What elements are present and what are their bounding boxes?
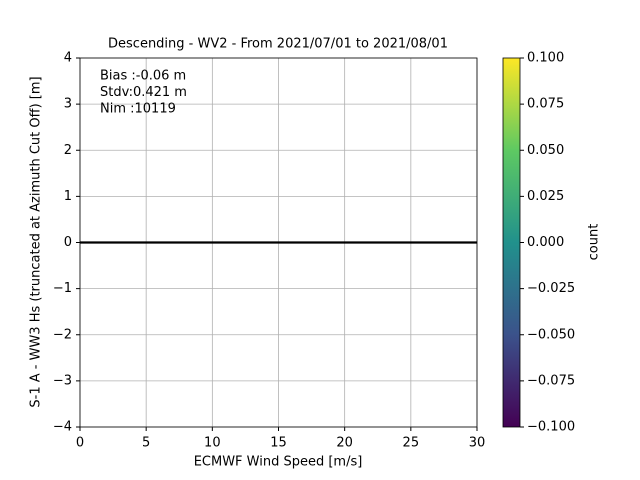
chart-title: Descending - WV2 - From 2021/07/01 to 20…: [108, 37, 448, 52]
y-tick-label: 0: [64, 235, 72, 250]
colorbar-label: count: [587, 224, 602, 261]
annotation: Bias :-0.06 m: [100, 69, 186, 84]
colorbar-tick-label: 0.100: [527, 51, 564, 66]
colorbar-tick-label: −0.075: [527, 373, 575, 388]
y-tick-label: −1: [53, 281, 72, 296]
x-axis-label: ECMWF Wind Speed [m/s]: [194, 455, 363, 470]
x-tick-label: 20: [336, 436, 353, 451]
colorbar-tick-label: 0.025: [527, 189, 564, 204]
y-tick-label: 3: [64, 97, 72, 112]
colorbar-tick-label: 0.000: [527, 235, 564, 250]
y-tick-label: −3: [53, 373, 72, 388]
colorbar: [502, 57, 521, 428]
x-tick-label: 30: [469, 436, 486, 451]
x-tick-label: 5: [142, 436, 150, 451]
y-axis-label: S-1 A - WW3 Hs (truncated at Azimuth Cut…: [29, 76, 44, 407]
annotation: Nim :10119: [100, 102, 176, 117]
y-tick-label: 1: [64, 189, 72, 204]
y-tick-label: −4: [53, 420, 72, 435]
y-tick-label: 2: [64, 143, 72, 158]
colorbar-tick-label: 0.050: [527, 143, 564, 158]
x-tick-label: 15: [270, 436, 287, 451]
colorbar-tick-label: 0.075: [527, 97, 564, 112]
plot-frame: [79, 57, 478, 428]
x-tick-label: 10: [204, 436, 221, 451]
y-tick-label: 4: [64, 51, 72, 66]
y-tick-label: −2: [53, 327, 72, 342]
annotation: Stdv:0.421 m: [100, 85, 187, 100]
colorbar-tick-label: −0.050: [527, 327, 575, 342]
colorbar-tick-label: −0.025: [527, 281, 575, 296]
x-tick-label: 0: [76, 436, 84, 451]
x-tick-label: 25: [403, 436, 420, 451]
colorbar-tick-label: −0.100: [527, 420, 575, 435]
